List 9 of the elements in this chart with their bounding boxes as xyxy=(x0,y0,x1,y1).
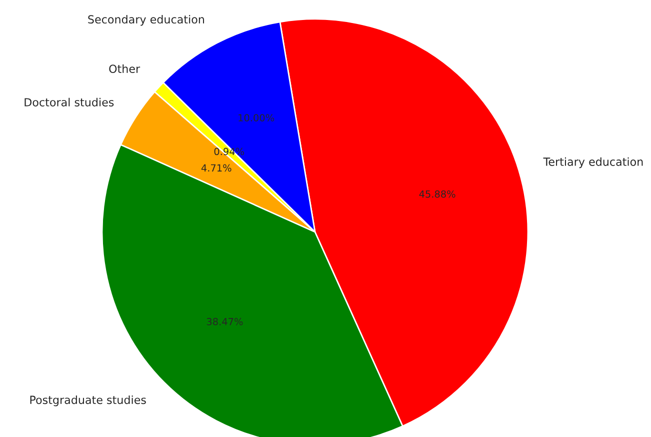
slice-label: Other xyxy=(109,64,140,74)
data-label: 10.00% xyxy=(238,114,274,122)
data-label: 4.71% xyxy=(201,164,232,172)
slice-label: Secondary education xyxy=(88,14,204,26)
slice-label: Tertiary education xyxy=(543,157,643,168)
data-label: 38.47% xyxy=(206,318,243,326)
slice-label: Doctoral studies xyxy=(24,98,114,106)
data-label: 45.88% xyxy=(419,190,456,198)
slice-label: Postgraduate studies xyxy=(30,395,146,406)
